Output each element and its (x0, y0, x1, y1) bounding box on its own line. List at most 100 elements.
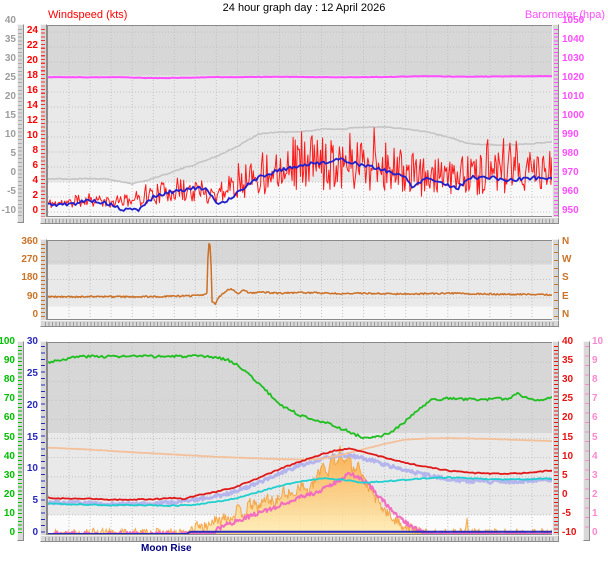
series-indoor (48, 437, 553, 461)
axis-label-b_rain: 0 (32, 527, 38, 538)
axis-tick-bar (40, 24, 47, 223)
axis-label-b_temp: 10 (562, 451, 574, 462)
axis-label-t_outer: 10 (4, 129, 16, 140)
axis-label-b_uv: 0 (592, 527, 598, 538)
axis-label-b_hum: 60 (3, 412, 15, 423)
axis-label-b_temp: 35 (562, 355, 574, 366)
axis-label-t_kts: 0 (32, 205, 38, 216)
axis-label-t_baro: 1030 (562, 53, 585, 64)
series-dew-point (48, 476, 553, 508)
series-humidity (48, 354, 553, 440)
axis-label-m_compass: E (562, 291, 569, 302)
axis-label-t_baro: 1010 (562, 91, 585, 102)
axis-label-t_outer: 0 (10, 167, 16, 178)
axis-label-b_hum: 20 (3, 489, 15, 500)
axis-label-t_baro: 1020 (562, 72, 585, 83)
axis-tick-bar (583, 341, 590, 541)
axis-label-t_kts: 4 (32, 175, 38, 186)
axis-label-m_compass: N (562, 236, 570, 247)
axis-label-m_dir: 0 (32, 309, 38, 320)
axis-label-t_kts: 20 (26, 55, 38, 66)
wind-direction-svg (48, 241, 553, 319)
axis-label-b_hum: 0 (9, 527, 15, 538)
series-barometer (48, 75, 553, 80)
axis-label-b_temp: 30 (562, 374, 574, 385)
axis-label-b_temp: 40 (562, 336, 574, 347)
page-title: 24 hour graph day : 12 April 2026 (222, 2, 386, 14)
windspeed-axis-title: Windspeed (kts) (48, 9, 128, 21)
axis-label-b_temp: 20 (562, 412, 574, 423)
moonrise-marker-label: Moon Rise (141, 543, 192, 554)
axis-label-t_outer: -10 (1, 205, 16, 216)
series-wind-average (48, 157, 553, 213)
axis-label-t_outer: 25 (4, 72, 16, 83)
series-temperature (48, 447, 553, 502)
axis-tick-bar (40, 239, 47, 326)
axis-label-t_kts: 8 (32, 145, 38, 156)
axis-label-t_kts: 14 (26, 100, 38, 111)
axis-label-b_uv: 3 (592, 470, 598, 481)
axis-label-b_hum: 30 (3, 470, 15, 481)
axis-label-b_rain: 15 (26, 432, 38, 443)
axis-label-m_dir: 270 (21, 254, 38, 265)
axis-tick-bar (17, 24, 24, 223)
axis-label-b_hum: 10 (3, 508, 15, 519)
climate-chart (47, 342, 554, 535)
axis-label-t_outer: 40 (4, 15, 16, 26)
axis-label-t_kts: 12 (26, 115, 38, 126)
axis-label-t_kts: 18 (26, 70, 38, 81)
axis-label-m_compass: W (562, 254, 572, 265)
axis-label-t_outer: -5 (7, 186, 16, 197)
axis-label-b_temp: 5 (562, 470, 568, 481)
series-feels-like (48, 452, 553, 507)
series-direction (48, 242, 553, 306)
axis-label-b_rain: 30 (26, 336, 38, 347)
x-axis-tick-bar (40, 320, 559, 327)
series-wind-gust (48, 127, 553, 208)
axis-label-b_rain: 5 (32, 495, 38, 506)
axis-label-b_uv: 9 (592, 355, 598, 366)
axis-label-t_baro: 1040 (562, 34, 585, 45)
axis-tick-bar (552, 24, 559, 223)
axis-label-b_hum: 40 (3, 451, 15, 462)
axis-label-b_hum: 50 (3, 432, 15, 443)
axis-label-b_uv: 8 (592, 374, 598, 385)
axis-label-b_hum: 100 (0, 336, 15, 347)
wind-direction-chart (47, 240, 554, 320)
axis-tick-bar (17, 341, 24, 541)
axis-label-t_kts: 6 (32, 160, 38, 171)
axis-label-b_uv: 1 (592, 508, 598, 519)
axis-label-t_kts: 22 (26, 40, 38, 51)
axis-label-t_outer: 5 (10, 148, 16, 159)
axis-label-t_baro: 960 (562, 186, 579, 197)
axis-label-t_baro: 990 (562, 129, 579, 140)
axis-label-b_temp: 0 (562, 489, 568, 500)
axis-label-b_uv: 6 (592, 412, 598, 423)
axis-label-b_hum: 70 (3, 393, 15, 404)
axis-label-t_outer: 15 (4, 110, 16, 121)
series-rainfall (48, 530, 553, 534)
axis-label-b_uv: 5 (592, 432, 598, 443)
x-axis-tick-bar (40, 217, 559, 224)
axis-label-m_dir: 180 (21, 272, 38, 283)
barometer-axis-title: Barometer (hpa) (524, 9, 605, 21)
axis-label-b_rain: 20 (26, 400, 38, 411)
axis-label-b_rain: 10 (26, 463, 38, 474)
axis-label-b_hum: 90 (3, 355, 15, 366)
axis-label-t_baro: 970 (562, 167, 579, 178)
axis-label-t_baro: 1000 (562, 110, 585, 121)
wind-barometer-svg (48, 26, 553, 216)
axis-label-t_baro: 980 (562, 148, 579, 159)
axis-label-t_kts: 2 (32, 190, 38, 201)
climate-svg (48, 343, 553, 534)
axis-label-b_uv: 7 (592, 393, 598, 404)
axis-label-b_hum: 80 (3, 374, 15, 385)
axis-tick-bar (552, 341, 559, 541)
axis-tick-bar (40, 341, 47, 541)
axis-label-m_compass: N (562, 309, 570, 320)
axis-label-m_dir: 90 (26, 291, 38, 302)
wind-barometer-chart (47, 25, 554, 217)
axis-label-t_outer: 20 (4, 91, 16, 102)
